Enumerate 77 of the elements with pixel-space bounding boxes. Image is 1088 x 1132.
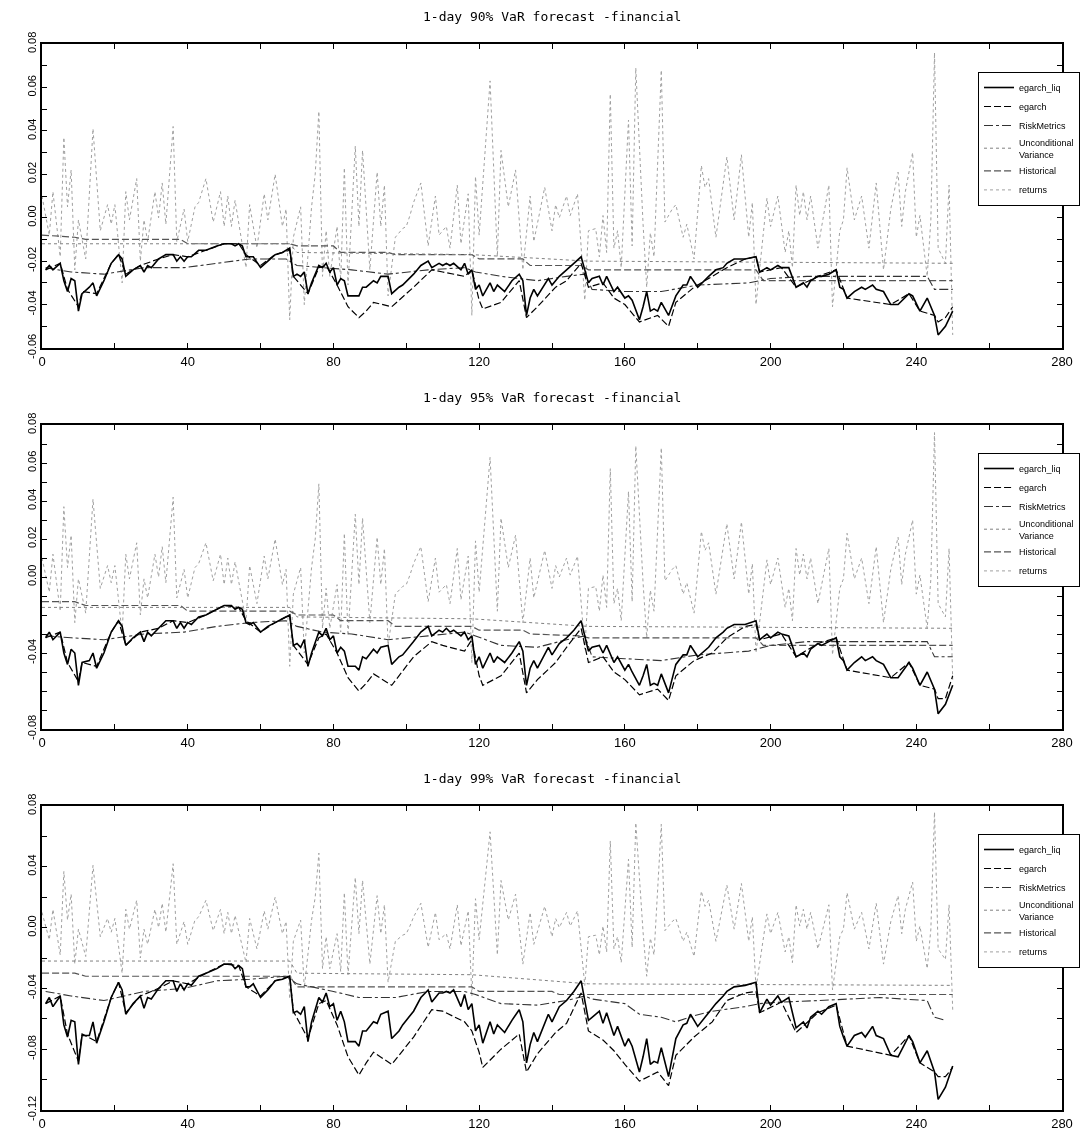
legend-label: Historical xyxy=(1019,547,1057,558)
y-tick-label: 0.00 xyxy=(25,564,38,587)
x-tick-label: 240 xyxy=(905,734,928,750)
legend-label: Historical xyxy=(1019,166,1057,177)
chart-title: 1-day 90% VaR forecast -financial xyxy=(423,9,682,24)
line-series xyxy=(45,258,954,293)
legend-label: RiskMetrics xyxy=(1019,883,1066,894)
legend-label: egarch xyxy=(1019,483,1047,494)
x-tick-label: 240 xyxy=(905,353,928,369)
line-series xyxy=(42,432,954,681)
y-tick-label: -0.08 xyxy=(25,714,38,740)
y-tick-label: 0.02 xyxy=(25,526,38,549)
x-tick-label: 40 xyxy=(180,353,195,369)
x-tick-label: 80 xyxy=(326,1115,341,1131)
line-series xyxy=(42,601,954,646)
chart-title: 1-day 95% VaR forecast -financial xyxy=(423,390,682,405)
line-series xyxy=(42,243,954,264)
x-tick-label: 0 xyxy=(38,1115,46,1131)
x-tick-label: 280 xyxy=(1051,1115,1073,1131)
line-series xyxy=(45,620,954,662)
x-tick-label: 200 xyxy=(759,734,782,750)
x-tick-label: 200 xyxy=(759,353,782,369)
y-tick-label: 0.04 xyxy=(25,854,38,876)
legend-label: egarch_liq xyxy=(1019,464,1061,475)
line-series xyxy=(42,811,954,1011)
x-tick-label: 0 xyxy=(38,353,46,369)
y-tick-label: 0.04 xyxy=(25,488,38,511)
legend-label: Unconditional Variance xyxy=(1019,518,1074,541)
x-tick-label: 120 xyxy=(468,353,490,369)
x-tick-label: 200 xyxy=(759,1115,782,1131)
y-tick-label: 0.00 xyxy=(25,205,38,227)
x-tick-label: 160 xyxy=(614,734,636,750)
y-tick-label: 0.00 xyxy=(25,915,38,937)
legend-label: returns xyxy=(1019,947,1048,958)
line-series xyxy=(42,972,954,996)
x-tick-label: 40 xyxy=(180,1115,195,1131)
legend-label: returns xyxy=(1019,185,1048,196)
chart-title: 1-day 99% VaR forecast -financial xyxy=(423,771,682,786)
legend-label: egarch_liq xyxy=(1019,83,1061,94)
y-tick-label: 0.08 xyxy=(25,793,38,816)
x-tick-label: 80 xyxy=(326,353,341,369)
y-tick-label: -0.12 xyxy=(25,1095,38,1121)
line-series xyxy=(42,52,954,336)
x-tick-label: 280 xyxy=(1051,353,1073,369)
legend-label: Unconditional Variance xyxy=(1019,137,1074,160)
legend-label: Unconditional Variance xyxy=(1019,899,1074,922)
y-tick-label: 0.04 xyxy=(25,118,38,140)
legend-label: RiskMetrics xyxy=(1019,121,1066,132)
line-series xyxy=(45,975,946,1023)
legend-label: egarch xyxy=(1019,864,1047,875)
line-series xyxy=(42,606,954,629)
legend-label: returns xyxy=(1019,566,1048,577)
x-tick-label: 160 xyxy=(614,353,636,369)
x-tick-label: 80 xyxy=(326,734,341,750)
x-tick-label: 120 xyxy=(468,734,490,750)
x-tick-label: 160 xyxy=(614,1115,636,1131)
y-tick-label: 0.06 xyxy=(25,75,38,97)
y-tick-label: -0.06 xyxy=(25,333,38,359)
y-tick-label: -0.04 xyxy=(25,638,38,664)
y-tick-label: 0.08 xyxy=(25,412,38,435)
line-series xyxy=(42,234,954,282)
y-tick-label: 0.08 xyxy=(25,31,38,54)
x-tick-label: 240 xyxy=(905,1115,928,1131)
x-tick-label: 280 xyxy=(1051,734,1073,750)
y-tick-label: -0.02 xyxy=(25,246,38,273)
legend-label: egarch_liq xyxy=(1019,845,1061,856)
y-tick-label: 0.02 xyxy=(25,161,38,184)
x-tick-label: 0 xyxy=(38,734,46,750)
legend-label: egarch xyxy=(1019,102,1047,113)
x-tick-label: 120 xyxy=(468,1115,490,1131)
y-tick-label: -0.04 xyxy=(25,974,38,1000)
legend-label: RiskMetrics xyxy=(1019,502,1066,513)
y-tick-label: -0.04 xyxy=(25,290,38,316)
y-tick-label: 0.06 xyxy=(25,450,38,473)
x-tick-label: 40 xyxy=(180,734,195,750)
legend-label: Historical xyxy=(1019,928,1057,939)
y-tick-label: -0.08 xyxy=(25,1035,38,1061)
